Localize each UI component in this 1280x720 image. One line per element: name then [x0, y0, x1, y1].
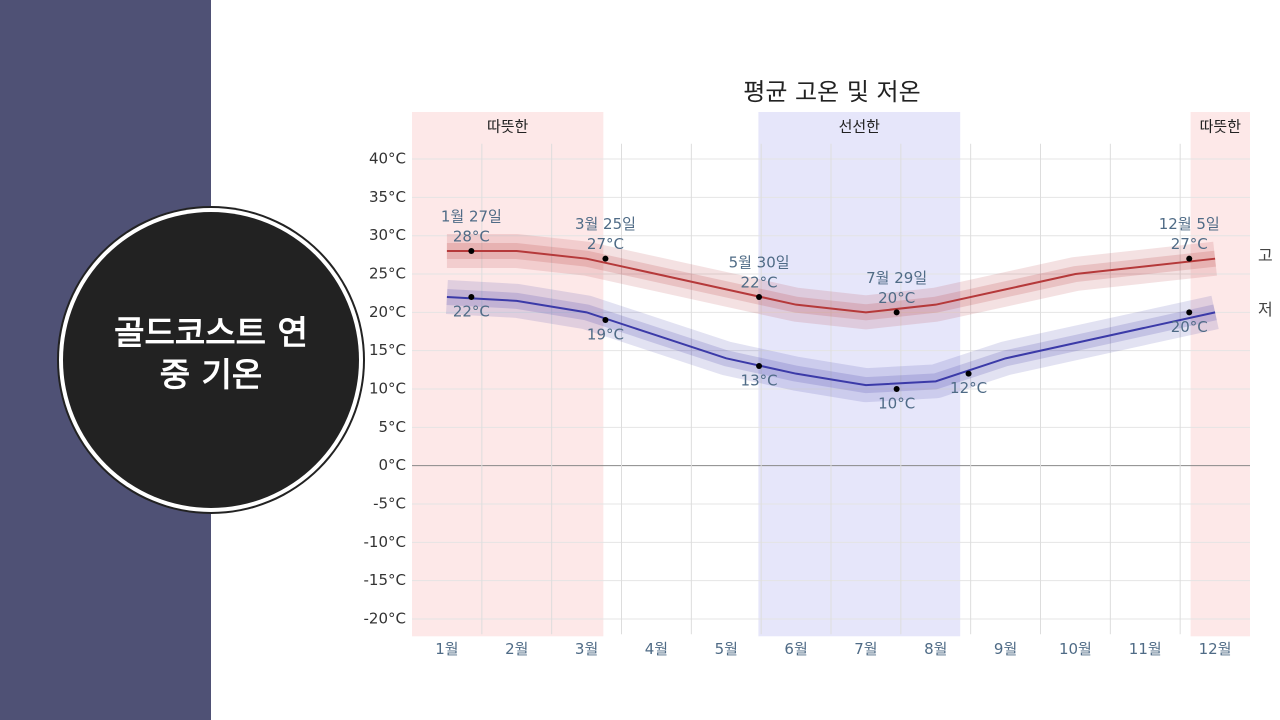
- x-tick-label: 10월: [1059, 640, 1092, 658]
- season-band: [758, 112, 961, 637]
- annotation-point: [1186, 255, 1193, 262]
- annotation-point: [468, 294, 475, 301]
- x-tick-label: 11월: [1129, 640, 1162, 658]
- x-tick-label: 2월: [505, 640, 528, 658]
- y-tick-label: 30°C: [369, 226, 406, 244]
- x-tick-label: 6월: [784, 640, 807, 658]
- annotation-point: [965, 370, 972, 377]
- annotation-value: 19°C: [587, 326, 624, 344]
- x-tick-label: 4월: [645, 640, 668, 658]
- y-tick-label: 40°C: [369, 150, 406, 168]
- annotation-point: [756, 294, 763, 301]
- x-tick-label: 9월: [994, 640, 1017, 658]
- season-band: [412, 112, 604, 637]
- y-tick-label: 25°C: [369, 265, 406, 283]
- annotation-value: 10°C: [878, 395, 915, 413]
- annotation-value: 27°C: [1171, 235, 1208, 253]
- y-tick-label: 20°C: [369, 303, 406, 321]
- annotation-date: 7월 29일: [866, 269, 927, 287]
- y-tick-label: 35°C: [369, 188, 406, 206]
- legend-label: 저: [1258, 300, 1273, 319]
- annotation-date: 12월 5일: [1159, 215, 1220, 233]
- y-tick-label: 15°C: [369, 341, 406, 359]
- annotation-value: 20°C: [878, 289, 915, 307]
- annotation-point: [602, 255, 609, 262]
- title-circle: [63, 212, 359, 508]
- annotation-point: [602, 317, 609, 324]
- series-line: [446, 250, 1216, 314]
- season-label: 선선한: [839, 118, 881, 136]
- annotation-point: [756, 363, 763, 370]
- chart-title: 평균 고온 및 저온: [743, 78, 920, 106]
- y-tick-label: 10°C: [369, 380, 406, 398]
- annotation-date: 3월 25일: [575, 215, 636, 233]
- annotation-value: 13°C: [741, 372, 778, 390]
- y-tick-label: -15°C: [364, 571, 406, 589]
- annotation-point: [893, 309, 900, 316]
- annotation-value: 22°C: [453, 303, 490, 321]
- annotation-point: [893, 386, 900, 392]
- legend-label: 고: [1258, 246, 1273, 265]
- annotation-value: 28°C: [453, 228, 490, 246]
- annotation-value: 22°C: [741, 274, 778, 292]
- x-tick-label: 1월: [435, 640, 458, 658]
- annotation-point: [1186, 309, 1193, 316]
- annotation-value: 20°C: [1171, 318, 1208, 336]
- annotation-point: [468, 248, 475, 255]
- y-tick-label: -10°C: [364, 533, 406, 551]
- y-tick-label: 5°C: [378, 418, 406, 436]
- x-tick-label: 12월: [1199, 640, 1232, 658]
- annotation-value: 12°C: [950, 379, 987, 397]
- slide-title: 골드코스트 연중 기온: [114, 313, 308, 394]
- season-band: [1190, 112, 1250, 637]
- annotation-date: 5월 30일: [729, 254, 790, 272]
- series-line: [446, 296, 1216, 387]
- season-label: 따뜻한: [487, 118, 529, 136]
- x-tick-label: 3월: [575, 640, 598, 658]
- x-tick-label: 5월: [715, 640, 738, 658]
- annotation-date: 1월 27일: [441, 208, 502, 226]
- season-label: 따뜻한: [1200, 118, 1242, 136]
- y-tick-label: -20°C: [364, 609, 406, 627]
- x-tick-label: 7월: [854, 640, 877, 658]
- y-tick-label: 0°C: [378, 456, 406, 474]
- x-tick-label: 8월: [924, 640, 947, 658]
- y-tick-label: -5°C: [373, 494, 406, 512]
- annotation-value: 27°C: [587, 235, 624, 253]
